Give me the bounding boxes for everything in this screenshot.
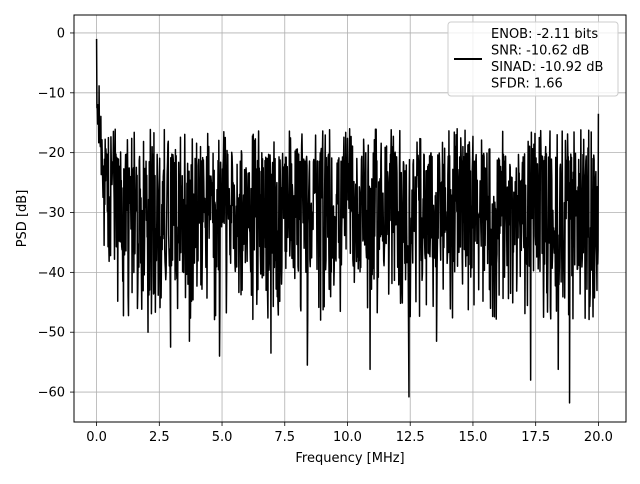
x-tick-label: 17.5 [521,430,550,445]
legend: ENOB: -2.11 bits SNR: -10.62 dB SINAD: -… [447,21,619,97]
legend-snr: SNR: -10.62 dB [491,44,589,59]
x-tick-label: 2.5 [149,430,170,445]
x-tick-label: 12.5 [396,430,425,445]
x-axis-label: Frequency [MHz] [295,451,404,466]
y-axis-label: PSD [dB] [15,190,30,248]
y-tick-label: −20 [38,146,65,161]
legend-sfdr: SFDR: 1.66 [491,77,563,92]
x-tick-label: 20.0 [584,430,613,445]
psd-series-line [95,38,600,404]
y-tick-label: −60 [38,386,65,401]
y-tick-label: 0 [57,26,65,41]
x-tick-label: 5.0 [212,430,233,445]
y-tick-label: −30 [38,206,65,221]
y-tick-label: −50 [38,326,65,341]
data-layer [95,38,600,404]
x-tick-label: 0.0 [86,430,107,445]
x-tick-label: 10.0 [333,430,362,445]
legend-sinad: SINAD: -10.92 dB [491,60,603,75]
plot-frame [73,14,627,423]
y-tick-label: −40 [38,266,65,281]
legend-box [447,21,619,97]
y-tick-label: −10 [38,86,65,101]
tick-layer: 0.0 2.5 5.0 7.5 10.0 12.5 15.0 17.5 20.0 0 −10 −20 −… [38,26,613,445]
x-tick-label: 7.5 [274,430,295,445]
x-tick-label: 15.0 [458,430,487,445]
legend-enob: ENOB: -2.11 bits [491,27,598,42]
